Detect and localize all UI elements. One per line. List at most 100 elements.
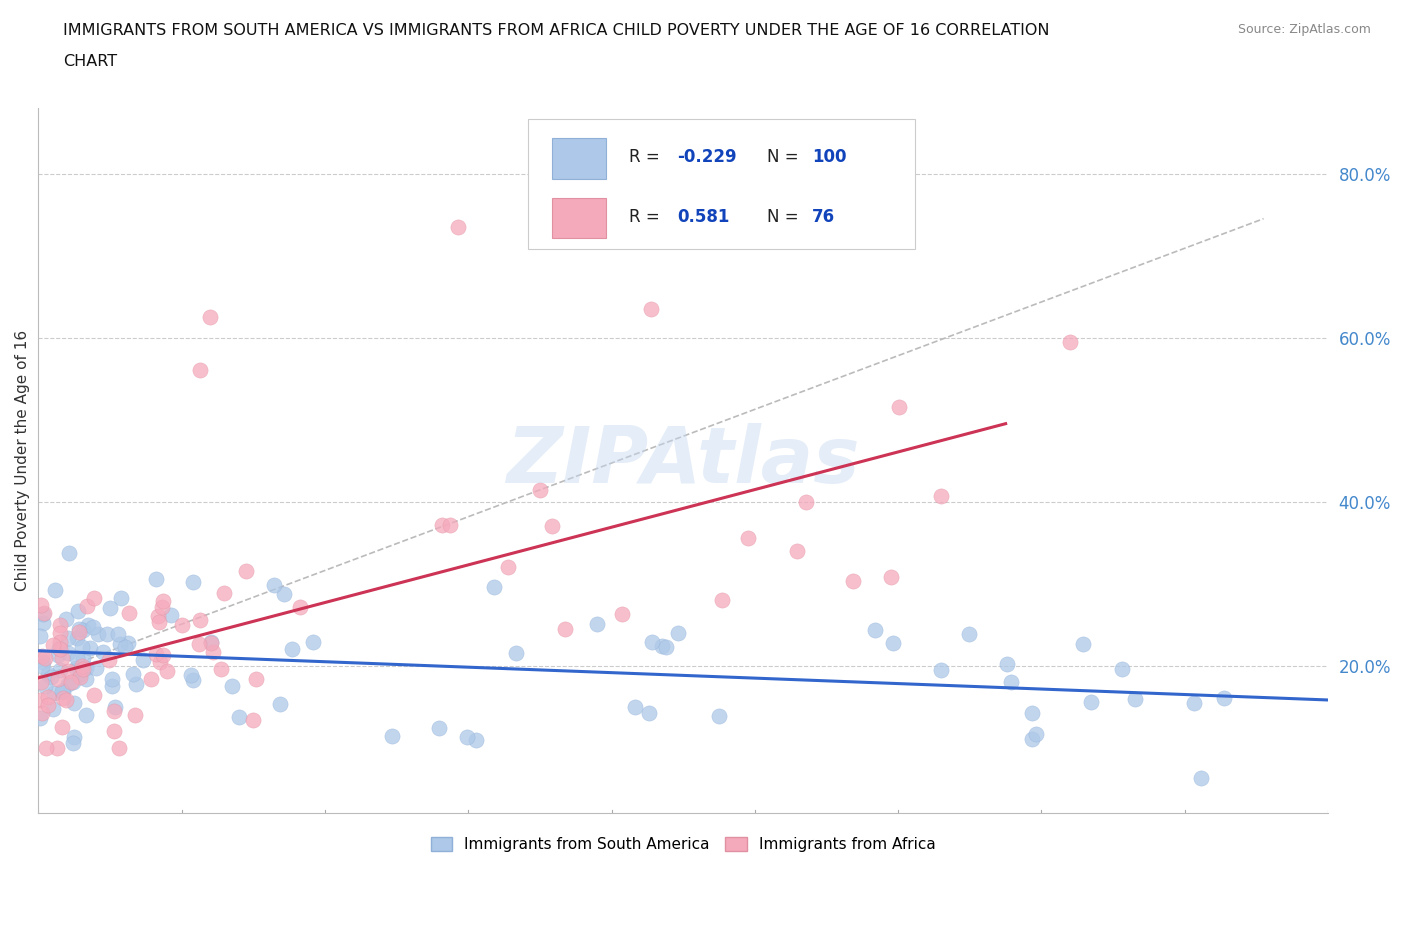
Point bbox=[429, 721, 451, 736]
Text: CHART: CHART bbox=[63, 54, 117, 69]
Point bbox=[148, 614, 170, 629]
Point bbox=[37, 689, 59, 704]
Point bbox=[91, 644, 114, 659]
Point bbox=[666, 626, 689, 641]
Point bbox=[34, 678, 56, 693]
Point bbox=[31, 648, 53, 663]
Point bbox=[209, 661, 232, 676]
Point bbox=[145, 646, 167, 661]
Point bbox=[75, 660, 97, 675]
Point bbox=[200, 635, 222, 650]
Point bbox=[76, 599, 98, 614]
Point bbox=[737, 530, 759, 545]
Text: ZIPAtlas: ZIPAtlas bbox=[506, 422, 860, 498]
Point bbox=[49, 642, 72, 657]
Point bbox=[30, 674, 52, 689]
Point bbox=[56, 663, 79, 678]
Point bbox=[202, 644, 225, 659]
Point bbox=[58, 646, 80, 661]
Text: 76: 76 bbox=[813, 208, 835, 226]
Point bbox=[75, 708, 97, 723]
Point bbox=[48, 634, 70, 649]
Point bbox=[51, 684, 73, 698]
Point bbox=[170, 618, 193, 632]
Point bbox=[48, 641, 70, 656]
Point bbox=[44, 582, 66, 597]
Point bbox=[70, 658, 93, 673]
Point bbox=[110, 591, 132, 605]
Point bbox=[35, 740, 58, 755]
Point bbox=[67, 622, 90, 637]
Point bbox=[1182, 696, 1205, 711]
Point bbox=[863, 623, 886, 638]
Point bbox=[794, 494, 817, 509]
Point bbox=[1189, 771, 1212, 786]
Point bbox=[235, 564, 257, 578]
Point bbox=[152, 647, 174, 662]
Point bbox=[181, 574, 204, 589]
Point bbox=[1025, 726, 1047, 741]
Point bbox=[51, 720, 73, 735]
Point bbox=[48, 618, 70, 632]
Point bbox=[269, 697, 291, 711]
Point bbox=[212, 585, 235, 600]
Point bbox=[83, 591, 105, 605]
Point bbox=[82, 619, 104, 634]
Point bbox=[1059, 334, 1081, 349]
Text: -0.229: -0.229 bbox=[676, 149, 737, 166]
Point bbox=[159, 607, 181, 622]
Point bbox=[496, 559, 519, 574]
Point bbox=[63, 730, 86, 745]
Point bbox=[103, 724, 125, 738]
Point bbox=[114, 640, 136, 655]
Point bbox=[931, 663, 953, 678]
Text: N =: N = bbox=[768, 149, 799, 166]
Point bbox=[641, 635, 664, 650]
Point bbox=[929, 488, 952, 503]
Point bbox=[49, 662, 72, 677]
Text: N =: N = bbox=[768, 208, 799, 226]
Point bbox=[841, 573, 863, 588]
Point bbox=[77, 618, 100, 632]
Text: IMMIGRANTS FROM SOUTH AMERICA VS IMMIGRANTS FROM AFRICA CHILD POVERTY UNDER THE : IMMIGRANTS FROM SOUTH AMERICA VS IMMIGRA… bbox=[63, 23, 1050, 38]
Point bbox=[245, 671, 267, 686]
Point bbox=[107, 627, 129, 642]
Point bbox=[51, 650, 73, 665]
Point bbox=[104, 699, 127, 714]
Point bbox=[79, 641, 101, 656]
Point bbox=[149, 654, 172, 669]
Point bbox=[56, 631, 79, 645]
Point bbox=[432, 517, 454, 532]
Point bbox=[55, 612, 77, 627]
Point bbox=[55, 693, 77, 708]
Point bbox=[187, 636, 209, 651]
FancyBboxPatch shape bbox=[529, 119, 915, 249]
Point bbox=[505, 645, 527, 660]
Point bbox=[110, 636, 132, 651]
Point bbox=[30, 693, 52, 708]
Point bbox=[281, 642, 304, 657]
Point bbox=[709, 709, 731, 724]
Point bbox=[273, 586, 295, 601]
Point bbox=[49, 626, 72, 641]
Point bbox=[70, 639, 93, 654]
Point bbox=[1021, 705, 1043, 720]
Point bbox=[228, 710, 250, 724]
Point bbox=[66, 651, 89, 666]
Point bbox=[84, 660, 107, 675]
Point bbox=[108, 740, 131, 755]
Point bbox=[786, 543, 808, 558]
Point bbox=[610, 606, 633, 621]
Point bbox=[66, 631, 89, 645]
Point bbox=[1000, 674, 1022, 689]
Point bbox=[118, 605, 141, 620]
Point bbox=[1123, 692, 1146, 707]
Point bbox=[48, 647, 70, 662]
Point bbox=[52, 684, 75, 699]
Point bbox=[125, 676, 148, 691]
Point bbox=[75, 671, 97, 686]
Point bbox=[446, 219, 468, 234]
Point bbox=[879, 570, 901, 585]
Point bbox=[96, 627, 118, 642]
Point bbox=[242, 712, 264, 727]
